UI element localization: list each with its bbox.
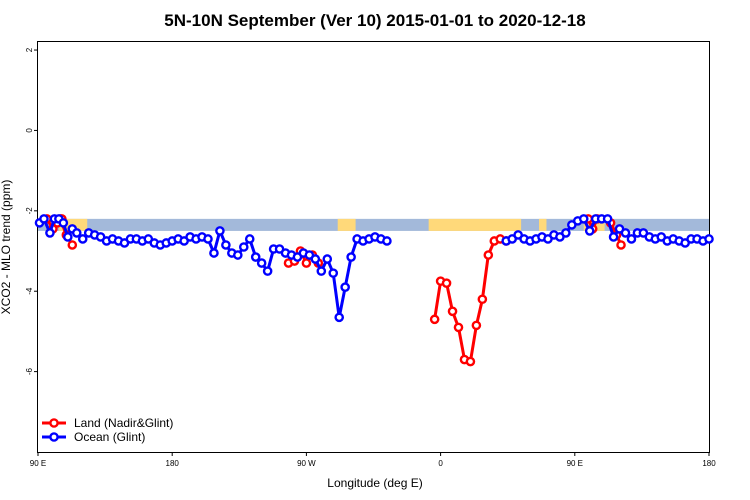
data-point xyxy=(256,258,267,268)
data-point xyxy=(620,228,631,238)
data-point xyxy=(346,252,356,262)
data-point xyxy=(602,214,613,224)
data-point xyxy=(45,228,55,238)
data-point xyxy=(215,226,225,236)
data-point xyxy=(209,248,219,258)
data-point xyxy=(238,242,249,252)
x-tick-label: 90 E xyxy=(30,459,46,468)
plot-frame xyxy=(37,41,710,453)
series-line xyxy=(433,237,507,364)
series-ocean xyxy=(34,214,714,323)
data-point xyxy=(429,314,440,325)
data-point xyxy=(233,250,243,260)
data-point xyxy=(221,240,231,250)
series-layer xyxy=(34,214,714,367)
data-point xyxy=(483,250,494,260)
data-point xyxy=(616,240,626,250)
data-point xyxy=(608,232,619,242)
legend-marker xyxy=(49,432,59,442)
y-tick-label: -6 xyxy=(25,368,34,376)
data-point xyxy=(561,228,571,238)
legend-marker xyxy=(49,418,59,428)
x-tick-label: 180 xyxy=(166,459,180,468)
x-axis: 90 E 180 90 W 0 90 E 180 xyxy=(30,452,716,468)
data-point xyxy=(63,232,73,242)
data-point xyxy=(250,252,261,262)
data-point xyxy=(334,312,345,323)
data-point xyxy=(578,214,589,224)
data-point xyxy=(203,234,213,244)
data-point xyxy=(39,214,49,224)
data-point xyxy=(477,294,488,305)
data-point xyxy=(67,240,78,250)
data-point xyxy=(77,234,88,244)
data-point xyxy=(58,218,69,228)
y-tick-label: -2 xyxy=(25,207,34,215)
y-axis-label: XCO2 - MLO trend (ppm) xyxy=(0,180,13,315)
data-point xyxy=(262,266,273,276)
data-point xyxy=(447,306,458,317)
legend-label: Land (Nadir&Glint) xyxy=(74,416,173,430)
data-point xyxy=(584,226,595,236)
data-point xyxy=(340,282,350,292)
data-point xyxy=(71,228,82,238)
legend-label: Ocean (Glint) xyxy=(74,430,145,444)
chart-title: 5N-10N September (Ver 10) 2015-01-01 to … xyxy=(164,11,585,30)
x-tick-label: 180 xyxy=(702,459,716,468)
land-segment xyxy=(337,218,356,231)
data-point xyxy=(453,322,464,333)
land-segment xyxy=(428,218,522,231)
data-point xyxy=(244,234,255,244)
data-point xyxy=(301,258,312,268)
y-tick-label: -4 xyxy=(25,287,34,295)
data-point xyxy=(465,356,476,367)
data-point xyxy=(471,320,482,331)
data-point xyxy=(310,254,321,264)
data-point xyxy=(382,236,392,246)
y-axis: 2 0 -2 -4 -6 xyxy=(25,47,38,375)
legend-item: Land (Nadir&Glint) xyxy=(42,416,173,430)
data-point xyxy=(316,266,327,276)
x-tick-label: 90 E xyxy=(567,459,583,468)
legend: Land (Nadir&Glint)Ocean (Glint) xyxy=(42,416,173,444)
y-tick-label: 2 xyxy=(25,47,34,52)
x-tick-label: 90 W xyxy=(297,459,316,468)
y-tick-label: 0 xyxy=(25,128,34,133)
land-segment xyxy=(539,218,547,231)
data-point xyxy=(704,234,714,244)
data-point xyxy=(626,234,637,244)
x-tick-label: 0 xyxy=(438,459,443,468)
data-point xyxy=(328,268,339,278)
x-axis-label: Longitude (deg E) xyxy=(327,476,422,490)
landmask-band xyxy=(38,218,709,231)
legend-item: Ocean (Glint) xyxy=(42,430,145,444)
data-point xyxy=(441,278,452,288)
data-point xyxy=(322,254,333,264)
